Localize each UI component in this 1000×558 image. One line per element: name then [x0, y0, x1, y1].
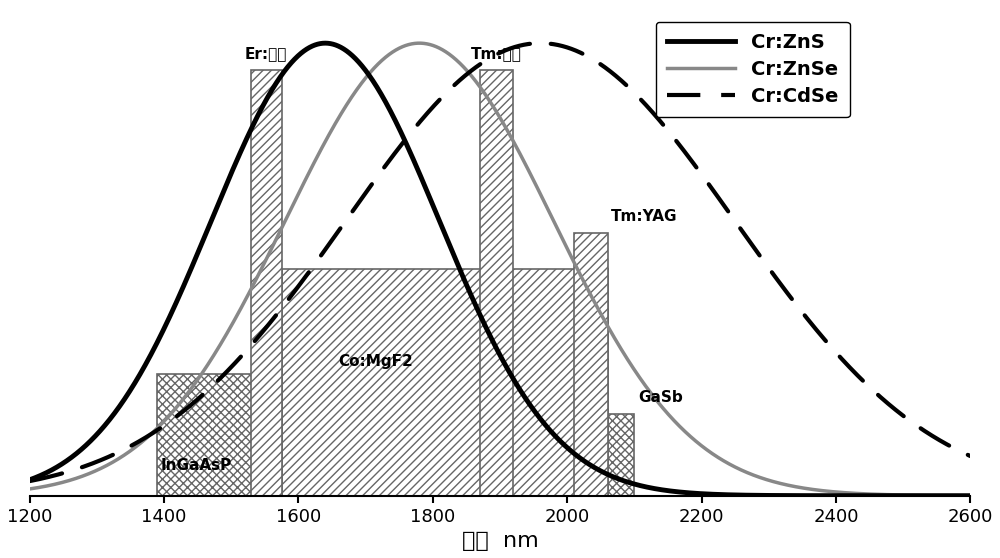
Cr:ZnS	[427, 201, 439, 208]
Text: GaSb: GaSb	[638, 390, 683, 405]
Bar	[157, 373, 480, 496]
Cr:CdSe	[964, 453, 976, 459]
Bar	[251, 70, 282, 496]
Bar	[574, 233, 608, 496]
Cr:CdSe	[936, 438, 948, 445]
Cr:ZnSe	[24, 485, 36, 492]
Text: Er:光纤: Er:光纤	[245, 46, 287, 61]
Text: InGaAsP: InGaAsP	[161, 458, 232, 473]
Cr:ZnSe	[471, 79, 483, 86]
Cr:CdSe	[889, 406, 901, 412]
Bar	[480, 414, 634, 496]
Text: Tm:YAG: Tm:YAG	[611, 209, 677, 224]
Cr:ZnS	[419, 184, 431, 190]
Bar	[282, 270, 608, 496]
Cr:CdSe	[426, 104, 438, 111]
Line: Cr:ZnS: Cr:ZnS	[30, 43, 970, 496]
Cr:ZnSe	[427, 42, 439, 49]
Line: Cr:ZnSe: Cr:ZnSe	[30, 43, 970, 496]
Cr:ZnS	[964, 492, 976, 499]
Text: Co:MgF2: Co:MgF2	[339, 354, 413, 369]
Legend: Cr:ZnS, Cr:ZnSe, Cr:CdSe: Cr:ZnS, Cr:ZnSe, Cr:CdSe	[656, 22, 850, 117]
Cr:ZnS	[319, 40, 331, 46]
Cr:ZnS	[936, 492, 948, 499]
Cr:ZnSe	[413, 40, 425, 46]
Cr:ZnSe	[964, 492, 976, 499]
Cr:ZnSe	[936, 492, 948, 499]
Bar	[480, 70, 513, 496]
Cr:CdSe	[419, 113, 431, 119]
X-axis label: 波长  nm: 波长 nm	[462, 531, 538, 551]
Cr:CdSe	[24, 478, 36, 484]
Cr:ZnS	[471, 305, 483, 311]
Cr:ZnS	[889, 492, 901, 499]
Cr:CdSe	[707, 187, 719, 194]
Cr:ZnS	[707, 491, 719, 498]
Cr:CdSe	[534, 40, 546, 46]
Line: Cr:CdSe: Cr:CdSe	[30, 43, 970, 481]
Text: Tm:光纤: Tm:光纤	[471, 46, 522, 61]
Cr:CdSe	[471, 64, 483, 70]
Cr:ZnSe	[419, 40, 431, 47]
Cr:ZnSe	[707, 451, 719, 458]
Cr:ZnSe	[889, 492, 901, 498]
Cr:ZnS	[24, 477, 36, 483]
